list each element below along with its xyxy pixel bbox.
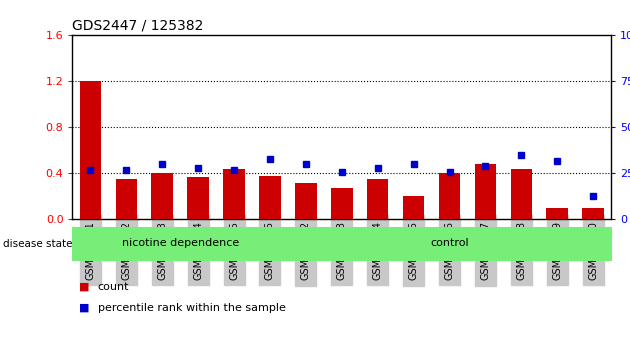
Bar <box>115 179 137 219</box>
Bar <box>151 173 173 219</box>
Bar <box>474 164 496 219</box>
Text: percentile rank within the sample: percentile rank within the sample <box>98 303 285 313</box>
Text: disease state ▶: disease state ▶ <box>3 238 84 249</box>
Bar <box>79 81 101 219</box>
Bar <box>367 179 389 219</box>
Bar <box>223 169 245 219</box>
Text: nicotine dependence: nicotine dependence <box>122 238 239 249</box>
Text: GDS2447 / 125382: GDS2447 / 125382 <box>72 19 204 33</box>
Bar <box>438 173 461 219</box>
Text: ■: ■ <box>79 282 89 292</box>
Bar <box>403 196 425 219</box>
Bar <box>295 183 317 219</box>
Bar <box>582 208 604 219</box>
Bar <box>187 177 209 219</box>
Bar <box>331 188 353 219</box>
Text: ■: ■ <box>79 303 89 313</box>
Bar <box>546 208 568 219</box>
Bar <box>259 176 281 219</box>
Text: control: control <box>430 238 469 249</box>
Text: count: count <box>98 282 129 292</box>
Bar <box>510 169 532 219</box>
